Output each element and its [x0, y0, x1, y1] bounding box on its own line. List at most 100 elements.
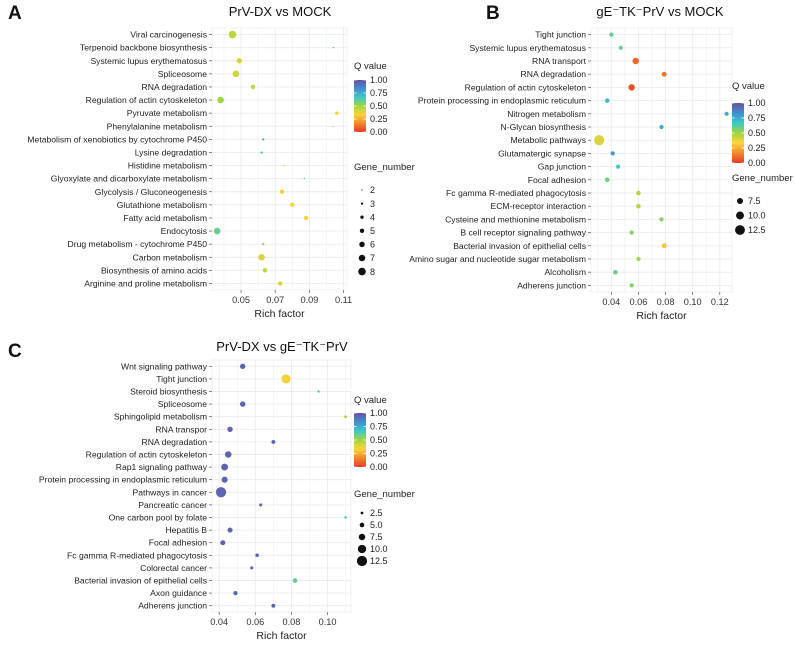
y-tick-label: Systemic lupus erythematosus: [469, 43, 586, 53]
data-point: [213, 227, 221, 235]
data-point: [221, 476, 228, 483]
y-tick-label: Hepatitis B: [165, 525, 207, 535]
data-point: [271, 603, 276, 608]
color-legend-label: 0.25: [370, 449, 388, 459]
size-legend-dot: [361, 189, 363, 191]
data-point: [613, 269, 618, 275]
panel-label: A: [8, 3, 22, 24]
y-tick-label: Metabolic pathways: [511, 135, 586, 145]
data-point: [239, 363, 246, 369]
y-tick-label: Tight junction: [156, 374, 207, 384]
data-point: [271, 439, 276, 444]
size-legend-label: 3: [370, 199, 375, 209]
x-tick-label: 0.08: [282, 617, 300, 627]
size-legend-dot: [736, 197, 744, 205]
panel-title: PrV-DX vs MOCK: [229, 4, 332, 19]
data-point: [629, 283, 634, 288]
data-point: [335, 111, 339, 115]
y-tick-label: Biosynthesis of amino acids: [101, 265, 207, 275]
size-legend-dot: [359, 228, 365, 233]
plot-area: [211, 27, 348, 291]
x-axis-label: Rich factor: [256, 630, 307, 642]
y-tick-label: Nitrogen metabolism: [507, 109, 586, 119]
size-legend-dot: [360, 202, 364, 205]
color-legend-title: Q value: [732, 81, 765, 92]
size-legend-label: 5.0: [370, 520, 383, 530]
data-point: [636, 190, 641, 196]
y-tick-label: Pancreatic cancer: [138, 500, 207, 510]
x-tick-label: 0.10: [684, 297, 702, 307]
x-axis-label: Rich factor: [636, 310, 687, 322]
color-legend-label: 0.50: [370, 101, 388, 111]
color-legend-label: 0.75: [370, 422, 388, 432]
size-legend-label: 4: [370, 212, 375, 222]
size-legend-dot: [356, 555, 368, 567]
y-tick-label: Fc gamma R-mediated phagocytosis: [67, 550, 207, 560]
y-tick-label: One carbon pool by folate: [109, 513, 208, 523]
size-legend-label: 7: [370, 253, 375, 263]
size-legend-label: 8: [370, 267, 375, 277]
size-legend-dot: [359, 522, 365, 528]
y-tick-label: Pathways in cancer: [132, 487, 207, 497]
color-legend-title: Q value: [354, 395, 387, 406]
y-tick-label: Glyoxylate and dicarboxylate metabolism: [51, 174, 207, 184]
data-point: [281, 374, 291, 384]
color-legend-title: Q value: [354, 61, 387, 72]
x-tick-label: 0.05: [232, 295, 250, 305]
y-tick-label: Adherens junction: [517, 280, 586, 290]
y-tick-label: Pyruvate metabolism: [127, 108, 207, 118]
data-point: [236, 58, 243, 64]
color-legend-label: 0.00: [370, 127, 388, 137]
data-point: [594, 135, 605, 146]
data-point: [250, 84, 256, 90]
data-point: [724, 111, 729, 116]
y-tick-label: Focal adhesion: [149, 538, 208, 548]
data-point: [228, 30, 237, 39]
size-legend-title: Gene_number: [732, 173, 793, 184]
y-tick-label: Glycolysis / Gluconeogenesis: [95, 187, 207, 197]
data-point: [344, 415, 347, 419]
plot-area: [590, 27, 733, 293]
y-tick-label: ECM-receptor interaction: [490, 201, 586, 211]
data-point: [303, 215, 309, 221]
data-point: [232, 70, 240, 78]
x-axis-label: Rich factor: [254, 308, 305, 320]
data-point: [632, 57, 639, 65]
y-tick-label: Lysine degradation: [135, 147, 208, 157]
data-point: [279, 189, 285, 194]
y-tick-label: Histidine metabolism: [128, 161, 207, 171]
y-tick-label: Regulation of actin cytoskeleton: [86, 95, 208, 105]
size-legend-dot: [358, 254, 366, 262]
size-legend-label: 2: [370, 185, 375, 195]
y-tick-label: Regulation of actin cytoskeleton: [86, 450, 208, 460]
y-tick-label: Protein processing in endoplasmic reticu…: [418, 96, 586, 106]
y-tick-label: Bacterial invasion of epithelial cells: [74, 576, 207, 586]
color-legend-label: 1.00: [748, 98, 766, 108]
size-legend-label: 12.5: [370, 556, 388, 566]
y-tick-label: Terpenoid backbone biosynthesis: [80, 43, 207, 53]
data-point: [604, 177, 610, 183]
data-point: [283, 164, 285, 167]
data-point: [290, 202, 295, 208]
x-tick-label: 0.06: [246, 617, 264, 627]
size-legend-title: Gene_number: [354, 489, 415, 500]
y-tick-label: Protein processing in endoplasmic reticu…: [39, 475, 207, 485]
size-legend-label: 5: [370, 226, 375, 236]
size-legend-dot: [360, 511, 364, 515]
x-tick-label: 0.08: [657, 297, 675, 307]
data-point: [278, 281, 283, 286]
color-legend-label: 1.00: [370, 75, 388, 85]
data-point: [661, 243, 667, 249]
y-tick-label: RNA transport: [532, 56, 587, 66]
y-tick-label: Regulation of actin cytoskeleton: [465, 82, 587, 92]
data-point: [250, 566, 254, 570]
y-tick-label: Endocytosis: [161, 226, 207, 236]
color-legend-label: 0.25: [748, 143, 766, 153]
y-tick-label: Wnt signaling pathway: [121, 361, 208, 371]
data-point: [609, 32, 614, 37]
size-legend-dot: [358, 533, 366, 541]
y-tick-label: Fatty acid metabolism: [123, 213, 207, 223]
color-legend-bar: [354, 80, 366, 132]
y-tick-label: Gap junction: [538, 162, 586, 172]
